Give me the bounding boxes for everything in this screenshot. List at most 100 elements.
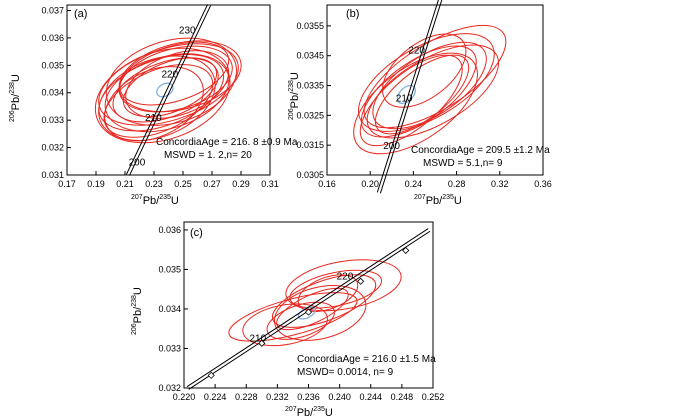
y-tick-label-a-1: 0.031 [41,170,64,180]
x-label-suffix-a: U [171,195,179,207]
error-ellipse-b-4 [363,24,507,129]
y-tick-label-a-2: 0.032 [41,143,64,153]
concordia-age-a: ConcordiaAge = 216. 8 ±0.9 Ma [156,137,298,148]
panel-label-b: (b) [346,8,359,20]
x-label-mid-c: Pb/ [297,407,314,418]
x-tick-label-c-9: 0.252 [422,392,445,402]
y-tick-label-c-4: 0.035 [158,264,181,274]
mswd-c: MSWD= 0.0014, n= 9 [297,367,394,378]
y-tick-label-c-2: 0.033 [158,343,181,353]
error-ellipse-b-3 [359,54,463,147]
age-marker-a-210: 210 [145,113,162,124]
error-ellipse-b-2 [357,33,495,132]
x-axis-label-b: 207Pb/235U [414,194,462,207]
y-label-mid-c: Pb/ [132,306,144,323]
age-markers-b: 200 210 220 [383,46,425,152]
y-ticks-a: 0.031 0.032 0.033 0.034 0.035 0.036 0.037 [41,5,71,180]
error-ellipse-b-8 [381,33,467,108]
age-marker-b-210: 210 [396,93,413,104]
age-marker-b-200: 200 [383,141,400,152]
diamond-marker-2 [258,339,266,347]
age-markers-c: 210 220 [249,271,353,344]
y-tick-label-a-7: 0.037 [41,5,64,15]
age-marker-a-230: 230 [179,26,196,37]
x-label-sup2-c: 235 [313,406,325,413]
ellipse-group-b [353,24,507,155]
y-tick-label-a-3: 0.033 [41,115,64,125]
panel-c: (c) 210 220 0.220 0.224 0.228 0.232 0.236 0.24… [131,221,445,418]
age-marker-a-200: 200 [129,157,146,168]
error-ellipse-c-7 [273,285,367,341]
diamond-marker-1 [207,371,215,379]
y-axis-label-c: 206Pb/238U [131,287,144,335]
error-ellipse-c-5 [276,287,349,331]
panel-a: (a) 200 210 220 230 0.17 0.19 0.21 0.23 0.25 0.2… [9,4,298,207]
concordia-line-upper-b [379,0,443,194]
x-tick-label-b-5: 0.32 [491,179,509,189]
diamond-markers-c [207,246,410,379]
x-axis-label-c: 207Pb/235U [285,406,333,418]
y-label-mid-a: Pb/ [10,93,22,110]
concordia-line-lower-a [126,4,209,175]
mswd-b: MSWD = 5.1,n= 9 [423,158,503,169]
ellipse-group-a [94,37,242,144]
x-tick-label-b-1: 0.16 [318,179,336,189]
y-tick-label-b-6: 0.0355 [296,21,324,31]
x-tick-label-c-5: 0.236 [297,392,320,402]
x-tick-label-a-3: 0.21 [116,179,134,189]
concordia-age-b: ConcordiaAge = 209.5 ±1.2 Ma [411,145,550,156]
mean-ellipse-group-a [156,82,174,98]
x-ticks-b: 0.16 0.20 0.24 0.28 0.32 0.36 [318,171,552,189]
y-tick-label-a-5: 0.035 [41,60,64,70]
error-ellipse-a-11 [119,41,230,106]
concordia-line-lower-c [186,228,429,388]
y-ticks-b: 0.0305 0.0315 0.0325 0.0335 0.0345 0.0355 [296,21,331,180]
x-tick-label-a-6: 0.27 [203,179,221,189]
x-tick-label-c-2: 0.224 [204,392,227,402]
x-ticks-a: 0.17 0.19 0.21 0.23 0.25 0.27 0.29 0.31 [58,171,279,189]
x-tick-label-c-3: 0.228 [235,392,258,402]
y-label-sup1-a: 206 [9,110,16,122]
concordia-age-c: ConcordiaAge = 216.0 ±1.5 Ma [297,354,436,365]
concordia-line-lower-b [376,0,439,193]
x-label-mid-b: Pb/ [426,195,443,207]
diamond-marker-4 [357,277,365,285]
y-tick-label-b-4: 0.0335 [296,81,324,91]
y-ticks-c: 0.032 0.033 0.034 0.035 0.036 [158,225,188,393]
x-label-mid-a: Pb/ [143,195,160,207]
y-label-suffix-a: U [10,74,22,82]
concordia-curve-a [126,4,211,176]
error-ellipse-c-9 [242,303,328,347]
x-label-sup1-a: 207 [131,194,143,201]
x-label-sup2-a: 235 [159,194,171,201]
y-label-suffix-b: U [289,72,301,80]
x-label-sup1-b: 207 [414,194,426,201]
error-ellipse-a-3 [98,55,216,142]
plot-frame-b [326,4,544,176]
x-label-sup2-b: 235 [442,194,454,201]
mean-ellipse-a [156,82,174,98]
plot-frame-a [66,4,271,176]
x-tick-label-b-4: 0.28 [448,179,466,189]
y-label-sup2-a: 238 [9,82,16,94]
diamond-marker-5 [402,246,410,255]
error-ellipse-a-6 [105,37,238,126]
error-ellipse-a-7 [104,66,204,142]
x-tick-label-c-6: 0.240 [328,392,351,402]
mswd-a: MSWD = 1. 2,n= 20 [164,150,252,161]
y-tick-label-b-2: 0.0315 [296,140,324,150]
x-tick-label-a-4: 0.23 [145,179,163,189]
error-ellipse-b-7 [372,41,487,130]
error-ellipse-a-10 [122,57,218,118]
y-tick-label-c-1: 0.032 [158,383,181,393]
x-tick-label-b-3: 0.24 [405,179,423,189]
diamond-marker-3 [304,308,313,316]
age-marker-b-220: 220 [408,46,425,57]
y-tick-label-a-4: 0.034 [41,88,64,98]
error-ellipse-a-13 [104,53,230,133]
concordia-line-upper-a [128,5,211,176]
x-tick-label-a-8: 0.31 [261,179,279,189]
ellipse-group-c [228,259,402,347]
y-label-sup2-b: 238 [288,80,295,92]
x-tick-label-c-8: 0.248 [391,392,414,402]
